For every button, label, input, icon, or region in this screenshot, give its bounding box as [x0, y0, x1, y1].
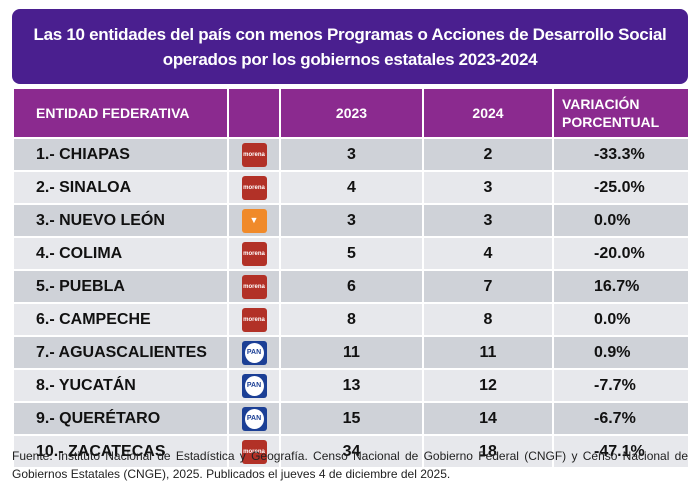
value-2024: 18 — [422, 434, 554, 469]
title-line-1: Las 10 entidades del país con menos Prog… — [33, 24, 667, 44]
table-row: 1.- CHIAPAS morena 3 2 -33.3% — [12, 137, 690, 172]
morena-logo-icon: morena — [241, 142, 267, 167]
table-row: 8.- YUCATÁN PAN 13 12 -7.7% — [12, 368, 690, 403]
entity-name: 8.- YUCATÁN — [12, 368, 229, 403]
header-party — [227, 87, 281, 139]
value-2023: 3 — [279, 203, 424, 238]
entity-name: 7.- AGUASCALIENTES — [12, 335, 229, 370]
table-row: 7.- AGUASCALIENTES PAN 11 11 0.9% — [12, 335, 690, 370]
party-cell: ▼ — [227, 203, 281, 238]
entity-name: 3.- NUEVO LEÓN — [12, 203, 229, 238]
chart-title: Las 10 entidades del país con menos Prog… — [12, 9, 688, 84]
variation-value: -25.0% — [552, 170, 690, 205]
pan-logo-icon: PAN — [241, 340, 267, 365]
entity-name: 1.- CHIAPAS — [12, 137, 229, 172]
value-2024: 3 — [422, 203, 554, 238]
value-2024: 4 — [422, 236, 554, 271]
variation-value: 16.7% — [552, 269, 690, 304]
party-cell: PAN — [227, 335, 281, 370]
header-variation-line1: VARIACIÓN — [562, 96, 640, 112]
variation-value: -6.7% — [552, 401, 690, 436]
header-variation-line2: PORCENTUAL — [562, 114, 660, 130]
pan-logo-text: PAN — [244, 408, 264, 429]
variation-value: -7.7% — [552, 368, 690, 403]
value-2024: 2 — [422, 137, 554, 172]
title-line-2: operados por los gobiernos estatales 202… — [162, 49, 538, 69]
party-cell: morena — [227, 137, 281, 172]
table-row: 6.- CAMPECHE morena 8 8 0.0% — [12, 302, 690, 337]
entity-name: 10.- ZACATECAS — [12, 434, 229, 469]
value-2024: 7 — [422, 269, 554, 304]
value-2024: 14 — [422, 401, 554, 436]
table-row: 9.- QUERÉTARO PAN 15 14 -6.7% — [12, 401, 690, 436]
value-2023: 5 — [279, 236, 424, 271]
table-body: 1.- CHIAPAS morena 3 2 -33.3% 2.- SINALOA more… — [12, 137, 690, 469]
morena-logo-icon: morena — [241, 241, 267, 266]
value-2023: 11 — [279, 335, 424, 370]
party-cell: morena — [227, 269, 281, 304]
morena-logo-icon: morena — [241, 439, 267, 464]
table-row: 5.- PUEBLA morena 6 7 16.7% — [12, 269, 690, 304]
variation-value: 0.0% — [552, 302, 690, 337]
pan-logo-text: PAN — [244, 342, 264, 363]
variation-value: 0.0% — [552, 203, 690, 238]
entity-name: 6.- CAMPECHE — [12, 302, 229, 337]
party-cell: morena — [227, 170, 281, 205]
variation-value: 0.9% — [552, 335, 690, 370]
table-row: 2.- SINALOA morena 4 3 -25.0% — [12, 170, 690, 205]
morena-logo-icon: morena — [241, 307, 267, 332]
party-cell: morena — [227, 302, 281, 337]
table-row: 10.- ZACATECAS morena 34 18 -47.1% — [12, 434, 690, 469]
table-row: 4.- COLIMA morena 5 4 -20.0% — [12, 236, 690, 271]
party-cell: morena — [227, 434, 281, 469]
party-cell: PAN — [227, 368, 281, 403]
value-2024: 8 — [422, 302, 554, 337]
value-2023: 3 — [279, 137, 424, 172]
pan-logo-icon: PAN — [241, 373, 267, 398]
morena-logo-icon: morena — [241, 274, 267, 299]
value-2023: 8 — [279, 302, 424, 337]
header-entity: ENTIDAD FEDERATIVA — [12, 87, 229, 139]
variation-value: -33.3% — [552, 137, 690, 172]
value-2023: 13 — [279, 368, 424, 403]
pan-logo-text: PAN — [244, 375, 264, 396]
value-2024: 3 — [422, 170, 554, 205]
header-row: ENTIDAD FEDERATIVA 2023 2024 VARIACIÓN P… — [12, 87, 690, 139]
header-2024: 2024 — [422, 87, 554, 139]
data-table: ENTIDAD FEDERATIVA 2023 2024 VARIACIÓN P… — [12, 87, 690, 469]
variation-value: -47.1% — [552, 434, 690, 469]
header-variation: VARIACIÓN PORCENTUAL — [552, 87, 690, 139]
entity-name: 4.- COLIMA — [12, 236, 229, 271]
value-2023: 4 — [279, 170, 424, 205]
pan-logo-icon: PAN — [241, 406, 267, 431]
entity-name: 2.- SINALOA — [12, 170, 229, 205]
entity-name: 5.- PUEBLA — [12, 269, 229, 304]
value-2024: 12 — [422, 368, 554, 403]
party-cell: PAN — [227, 401, 281, 436]
movimiento-ciudadano-logo-icon: ▼ — [241, 208, 267, 233]
value-2023: 6 — [279, 269, 424, 304]
table-row: 3.- NUEVO LEÓN ▼ 3 3 0.0% — [12, 203, 690, 238]
variation-value: -20.0% — [552, 236, 690, 271]
value-2023: 15 — [279, 401, 424, 436]
value-2024: 11 — [422, 335, 554, 370]
entity-name: 9.- QUERÉTARO — [12, 401, 229, 436]
value-2023: 34 — [279, 434, 424, 469]
header-2023: 2023 — [279, 87, 424, 139]
party-cell: morena — [227, 236, 281, 271]
source-note: Fuente: Instituto Nacional de Estadístic… — [12, 449, 688, 481]
morena-logo-icon: morena — [241, 175, 267, 200]
